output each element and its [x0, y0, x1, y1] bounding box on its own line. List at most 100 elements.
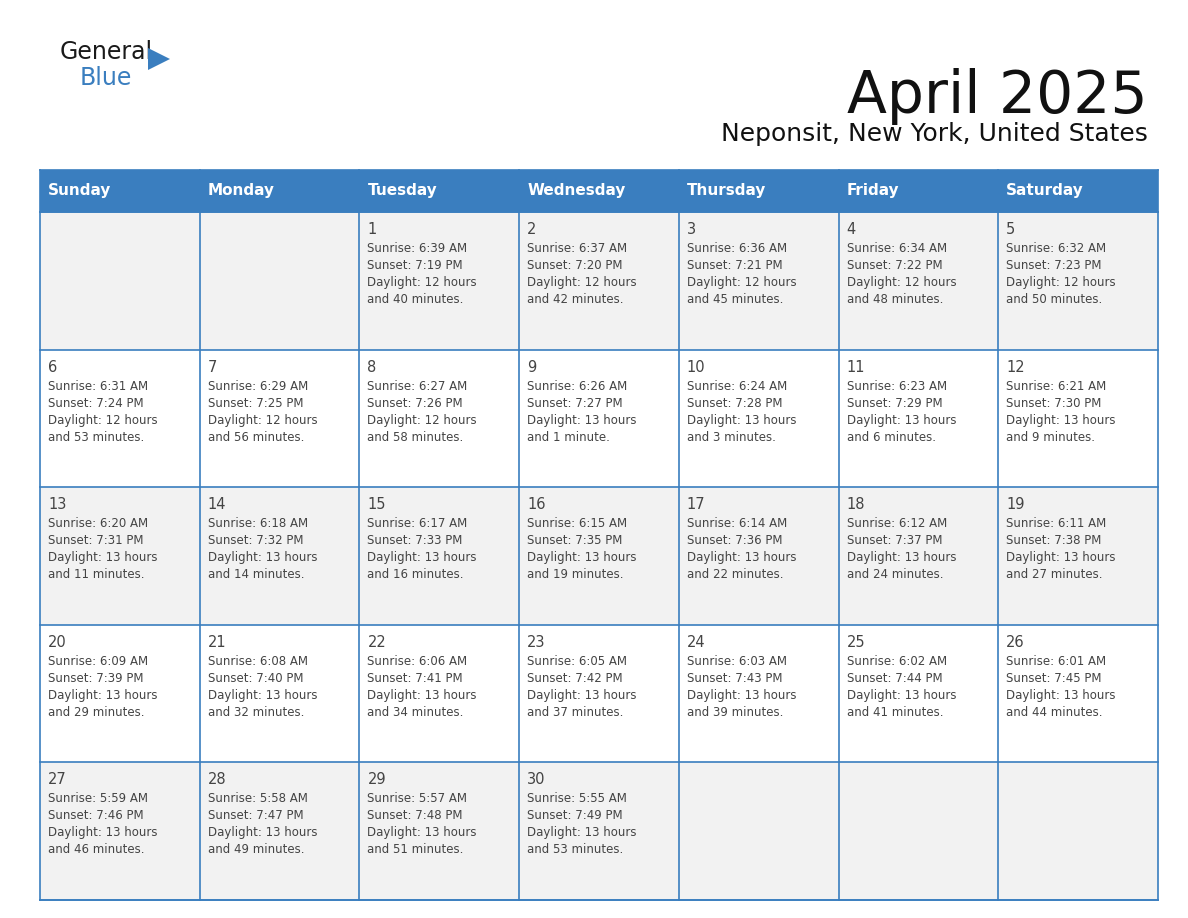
Text: 2: 2 [527, 222, 537, 237]
Text: Sunset: 7:48 PM: Sunset: 7:48 PM [367, 810, 463, 823]
Bar [678, 350, 839, 487]
Text: 4: 4 [847, 222, 855, 237]
Text: 23: 23 [527, 635, 545, 650]
Bar [40, 350, 200, 487]
Bar [998, 763, 1158, 900]
Bar [998, 487, 1158, 625]
Text: and 19 minutes.: and 19 minutes. [527, 568, 624, 581]
Text: Sunset: 7:32 PM: Sunset: 7:32 PM [208, 534, 303, 547]
Text: Sunrise: 6:06 AM: Sunrise: 6:06 AM [367, 655, 468, 667]
Text: Daylight: 13 hours: Daylight: 13 hours [48, 551, 158, 565]
Text: Daylight: 13 hours: Daylight: 13 hours [527, 551, 637, 565]
Text: Monday: Monday [208, 184, 274, 198]
Bar [200, 763, 360, 900]
Text: Sunset: 7:26 PM: Sunset: 7:26 PM [367, 397, 463, 409]
Bar [40, 763, 200, 900]
Text: Daylight: 13 hours: Daylight: 13 hours [687, 414, 796, 427]
Text: Sunset: 7:37 PM: Sunset: 7:37 PM [847, 534, 942, 547]
Text: Daylight: 13 hours: Daylight: 13 hours [208, 688, 317, 701]
Text: 18: 18 [847, 498, 865, 512]
Text: and 46 minutes.: and 46 minutes. [48, 844, 145, 856]
Text: 15: 15 [367, 498, 386, 512]
Bar [519, 212, 678, 350]
Text: and 56 minutes.: and 56 minutes. [208, 431, 304, 443]
Text: Daylight: 12 hours: Daylight: 12 hours [847, 276, 956, 289]
Text: Sunset: 7:29 PM: Sunset: 7:29 PM [847, 397, 942, 409]
Text: and 22 minutes.: and 22 minutes. [687, 568, 783, 581]
Text: Sunrise: 6:31 AM: Sunrise: 6:31 AM [48, 380, 148, 393]
Text: Tuesday: Tuesday [367, 184, 437, 198]
Text: and 42 minutes.: and 42 minutes. [527, 293, 624, 306]
Text: Sunset: 7:36 PM: Sunset: 7:36 PM [687, 534, 783, 547]
Text: Sunset: 7:38 PM: Sunset: 7:38 PM [1006, 534, 1101, 547]
Text: Sunrise: 6:01 AM: Sunrise: 6:01 AM [1006, 655, 1106, 667]
Text: Sunset: 7:31 PM: Sunset: 7:31 PM [48, 534, 144, 547]
Text: Sunrise: 6:18 AM: Sunrise: 6:18 AM [208, 517, 308, 531]
Text: and 37 minutes.: and 37 minutes. [527, 706, 624, 719]
Text: Daylight: 13 hours: Daylight: 13 hours [367, 826, 476, 839]
Text: Daylight: 13 hours: Daylight: 13 hours [527, 414, 637, 427]
Bar [519, 487, 678, 625]
Text: Sunset: 7:49 PM: Sunset: 7:49 PM [527, 810, 623, 823]
Text: and 27 minutes.: and 27 minutes. [1006, 568, 1102, 581]
Text: and 6 minutes.: and 6 minutes. [847, 431, 936, 443]
Text: 13: 13 [48, 498, 67, 512]
Text: Sunset: 7:27 PM: Sunset: 7:27 PM [527, 397, 623, 409]
Text: 17: 17 [687, 498, 706, 512]
Text: Daylight: 12 hours: Daylight: 12 hours [208, 414, 317, 427]
Text: Sunrise: 6:08 AM: Sunrise: 6:08 AM [208, 655, 308, 667]
Polygon shape [148, 48, 170, 70]
Bar [519, 625, 678, 763]
Text: 12: 12 [1006, 360, 1025, 375]
Bar [360, 170, 519, 212]
Text: Daylight: 13 hours: Daylight: 13 hours [1006, 688, 1116, 701]
Text: Daylight: 13 hours: Daylight: 13 hours [367, 688, 476, 701]
Text: Sunrise: 6:15 AM: Sunrise: 6:15 AM [527, 517, 627, 531]
Text: Sunrise: 6:39 AM: Sunrise: 6:39 AM [367, 242, 468, 255]
Text: General: General [61, 40, 153, 64]
Bar [40, 170, 200, 212]
Text: Sunrise: 5:58 AM: Sunrise: 5:58 AM [208, 792, 308, 805]
Text: Sunset: 7:28 PM: Sunset: 7:28 PM [687, 397, 783, 409]
Text: 22: 22 [367, 635, 386, 650]
Text: and 1 minute.: and 1 minute. [527, 431, 609, 443]
Bar [678, 212, 839, 350]
Text: 8: 8 [367, 360, 377, 375]
Bar [360, 487, 519, 625]
Text: Daylight: 13 hours: Daylight: 13 hours [48, 688, 158, 701]
Text: Sunset: 7:21 PM: Sunset: 7:21 PM [687, 259, 783, 272]
Text: Sunrise: 6:11 AM: Sunrise: 6:11 AM [1006, 517, 1106, 531]
Text: Sunrise: 6:17 AM: Sunrise: 6:17 AM [367, 517, 468, 531]
Text: Sunset: 7:41 PM: Sunset: 7:41 PM [367, 672, 463, 685]
Text: and 24 minutes.: and 24 minutes. [847, 568, 943, 581]
Bar [678, 625, 839, 763]
Bar [839, 212, 998, 350]
Text: 20: 20 [48, 635, 67, 650]
Text: April 2025: April 2025 [847, 68, 1148, 125]
Text: 5: 5 [1006, 222, 1016, 237]
Text: 19: 19 [1006, 498, 1025, 512]
Text: and 11 minutes.: and 11 minutes. [48, 568, 145, 581]
Bar [40, 625, 200, 763]
Text: Sunset: 7:19 PM: Sunset: 7:19 PM [367, 259, 463, 272]
Text: Sunset: 7:42 PM: Sunset: 7:42 PM [527, 672, 623, 685]
Text: 28: 28 [208, 772, 227, 788]
Text: and 50 minutes.: and 50 minutes. [1006, 293, 1102, 306]
Text: and 9 minutes.: and 9 minutes. [1006, 431, 1095, 443]
Text: Daylight: 13 hours: Daylight: 13 hours [527, 826, 637, 839]
Text: and 34 minutes.: and 34 minutes. [367, 706, 463, 719]
Text: Blue: Blue [80, 66, 132, 90]
Bar [678, 487, 839, 625]
Text: 25: 25 [847, 635, 865, 650]
Bar [200, 212, 360, 350]
Bar [360, 763, 519, 900]
Text: Daylight: 13 hours: Daylight: 13 hours [367, 551, 476, 565]
Text: and 51 minutes.: and 51 minutes. [367, 844, 463, 856]
Text: Sunrise: 6:23 AM: Sunrise: 6:23 AM [847, 380, 947, 393]
Text: Daylight: 12 hours: Daylight: 12 hours [687, 276, 796, 289]
Bar [998, 170, 1158, 212]
Bar [839, 625, 998, 763]
Text: Sunset: 7:47 PM: Sunset: 7:47 PM [208, 810, 303, 823]
Text: Friday: Friday [847, 184, 899, 198]
Text: Sunrise: 6:03 AM: Sunrise: 6:03 AM [687, 655, 786, 667]
